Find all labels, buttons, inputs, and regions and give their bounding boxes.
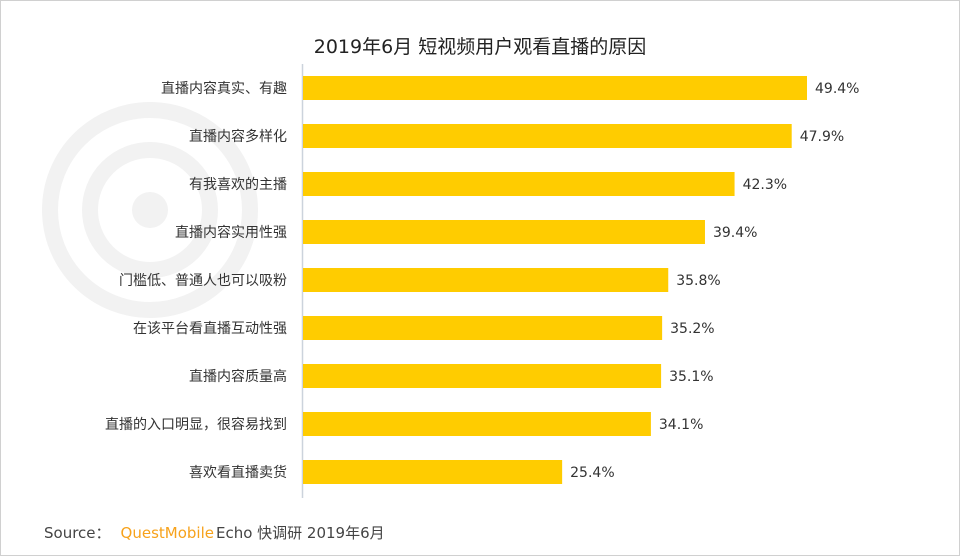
category-label: 直播内容质量高	[189, 368, 287, 385]
data-label: 35.8%	[676, 273, 720, 289]
bar	[303, 268, 669, 292]
data-label: 34.1%	[659, 417, 703, 433]
source-note: Source： QuestMobile Echo 快调研 2019年6月	[44, 522, 385, 543]
category-label: 直播内容真实、有趣	[161, 80, 287, 97]
category-label: 直播的入口明显，很容易找到	[105, 416, 287, 433]
category-label: 喜欢看直播卖货	[189, 464, 287, 481]
bar	[303, 124, 792, 148]
watermark-logo-icon	[42, 102, 258, 318]
category-label: 有我喜欢的主播	[189, 177, 287, 193]
bar	[303, 172, 735, 196]
source-label: Source：	[44, 524, 111, 542]
data-label: 39.4%	[713, 225, 757, 241]
data-label: 35.1%	[669, 369, 713, 385]
source-text: Echo 快调研 2019年6月	[215, 524, 385, 542]
category-label: 门槛低、普通人也可以吸粉	[119, 273, 287, 289]
category-label: 直播内容实用性强	[175, 224, 287, 241]
data-label: 35.2%	[670, 321, 714, 337]
category-label: 在该平台看直播互动性强	[133, 320, 287, 337]
data-label: 49.4%	[815, 81, 859, 97]
bar	[303, 316, 663, 340]
bar	[303, 76, 807, 100]
bar	[303, 220, 705, 244]
category-label: 直播内容多样化	[189, 128, 287, 145]
data-label: 47.9%	[800, 129, 844, 145]
data-label: 25.4%	[570, 465, 614, 481]
source-brand: QuestMobile	[120, 524, 214, 542]
watermark-dot	[132, 192, 168, 228]
data-label: 42.3%	[743, 177, 787, 193]
bar	[303, 460, 563, 484]
bar	[303, 364, 662, 388]
chart-title: 2019年6月 短视频用户观看直播的原因	[313, 36, 647, 58]
bar	[303, 412, 651, 436]
